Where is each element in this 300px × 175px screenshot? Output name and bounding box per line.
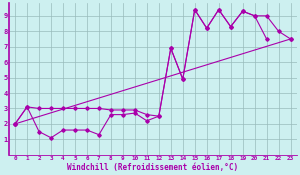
X-axis label: Windchill (Refroidissement éolien,°C): Windchill (Refroidissement éolien,°C) bbox=[67, 163, 238, 172]
